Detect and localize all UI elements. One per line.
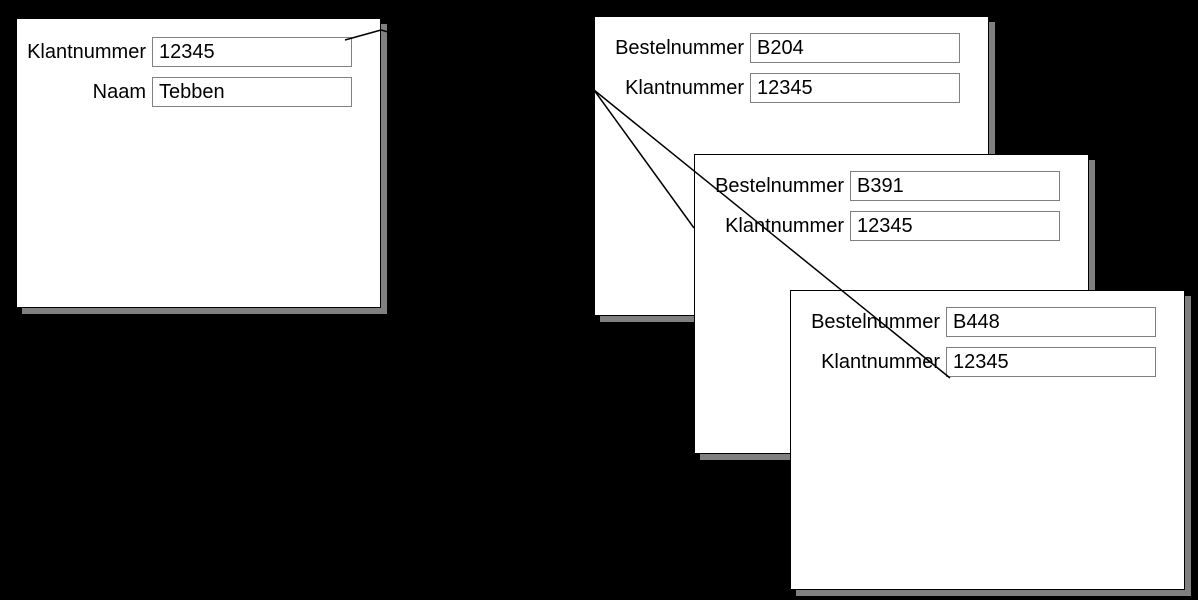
order-klantnummer-field: 12345 bbox=[946, 347, 1156, 377]
customer-naam-field: Tebben bbox=[152, 77, 352, 107]
order-bestelnummer-field: B391 bbox=[850, 171, 1060, 201]
order-klantnummer-field: 12345 bbox=[850, 211, 1060, 241]
order-bestelnummer-label: Bestelnummer bbox=[595, 37, 750, 60]
order-bestelnummer-label: Bestelnummer bbox=[695, 175, 850, 198]
order-bestelnummer-label: Bestelnummer bbox=[791, 311, 946, 334]
order-klantnummer-label: Klantnummer bbox=[595, 77, 750, 100]
order-klantnummer-label: Klantnummer bbox=[695, 215, 850, 238]
order-klantnummer-label: Klantnummer bbox=[791, 351, 946, 374]
order-bestelnummer-field: B448 bbox=[946, 307, 1156, 337]
order-klantnummer-field: 12345 bbox=[750, 73, 960, 103]
customer-klantnummer-label: Klantnummer bbox=[17, 41, 152, 64]
customer-klantnummer-field: 12345 bbox=[152, 37, 352, 67]
customer-naam-label: Naam bbox=[17, 81, 152, 104]
order-bestelnummer-field: B204 bbox=[750, 33, 960, 63]
customer-card: Klantnummer 12345 Naam Tebben bbox=[16, 18, 381, 308]
order-card: Bestelnummer B448 Klantnummer 12345 bbox=[790, 290, 1185, 590]
